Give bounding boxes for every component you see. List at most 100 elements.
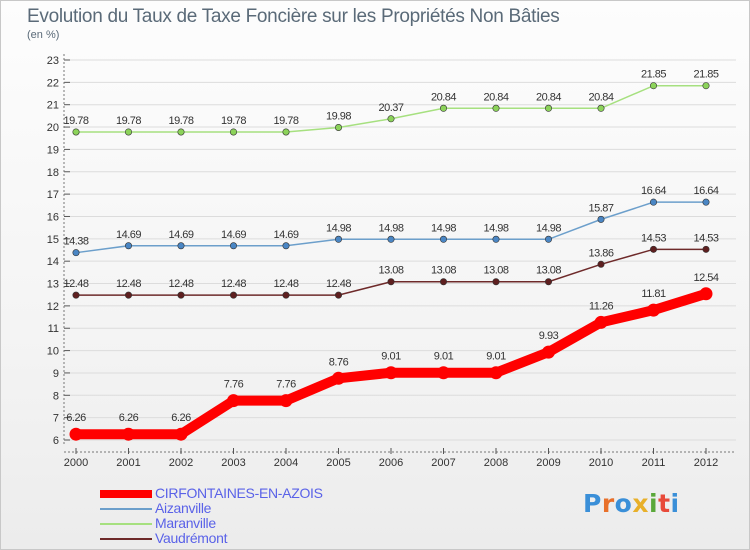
logo-letter: o: [614, 489, 633, 518]
legend-label-cirfontaines-en-azois: CIRFONTAINES-EN-AZOIS: [155, 485, 323, 501]
y-tick-label: 20: [47, 122, 59, 134]
data-label-vaudr-mont: 13.08: [378, 265, 403, 277]
y-tick-label: 23: [47, 55, 59, 67]
data-label-cirfontaines-en-azois: 9.93: [539, 330, 559, 342]
data-point-vaudr-mont: [597, 260, 605, 268]
data-label-aizanville: 14.38: [63, 236, 88, 248]
data-label-cirfontaines-en-azois: 7.76: [276, 379, 296, 391]
data-label-vaudr-mont: 13.08: [536, 265, 561, 277]
data-point-aizanville: [282, 242, 290, 250]
data-label-vaudr-mont: 13.08: [483, 265, 508, 277]
data-label-aizanville: 14.69: [168, 229, 193, 241]
data-label-vaudr-mont: 12.48: [63, 278, 88, 290]
data-point-aizanville: [439, 235, 447, 243]
data-point-aizanville: [387, 235, 395, 243]
data-label-maranville: 19.98: [326, 111, 351, 123]
y-tick-label: 9: [53, 368, 59, 380]
data-point-aizanville: [649, 198, 657, 206]
data-label-maranville: 20.37: [378, 102, 403, 114]
data-point-aizanville: [334, 235, 342, 243]
data-point-maranville: [282, 128, 290, 136]
data-label-vaudr-mont: 14.53: [641, 232, 666, 244]
data-point-vaudr-mont: [230, 291, 238, 299]
data-point-cirfontaines-en-azois: [384, 366, 398, 380]
y-tick-label: 22: [47, 77, 59, 89]
data-point-aizanville: [492, 235, 500, 243]
x-tick-label: 2003: [221, 457, 245, 469]
x-tick-label: 2010: [589, 457, 613, 469]
y-tick-label: 6: [53, 435, 59, 447]
x-tick-label: 2007: [431, 457, 455, 469]
data-point-maranville: [649, 82, 657, 90]
data-label-maranville: 19.78: [63, 115, 88, 127]
data-point-maranville: [439, 104, 447, 112]
data-point-vaudr-mont: [177, 291, 185, 299]
data-point-maranville: [387, 115, 395, 123]
y-tick-label: 14: [47, 256, 59, 268]
data-point-vaudr-mont: [282, 291, 290, 299]
data-point-aizanville: [544, 235, 552, 243]
data-point-maranville: [230, 128, 238, 136]
chart-title: Evolution du Taux de Taxe Foncière sur l…: [27, 6, 560, 27]
data-point-cirfontaines-en-azois: [594, 315, 608, 329]
data-point-cirfontaines-en-azois: [227, 394, 240, 408]
data-label-aizanville: 14.69: [273, 229, 298, 241]
data-label-vaudr-mont: 14.53: [693, 232, 718, 244]
y-tick-label: 19: [47, 144, 59, 156]
data-label-maranville: 20.84: [483, 91, 508, 103]
data-label-maranville: 21.85: [641, 69, 666, 81]
data-label-cirfontaines-en-azois: 7.76: [224, 379, 244, 391]
data-point-cirfontaines-en-azois: [542, 345, 555, 359]
logo-letter: t: [658, 489, 671, 518]
data-label-aizanville: 16.64: [693, 185, 718, 197]
data-label-vaudr-mont: 12.48: [273, 278, 298, 290]
legend-label-vaudr-mont: Vaudrémont: [155, 530, 228, 546]
data-label-maranville: 20.84: [536, 91, 561, 103]
data-point-cirfontaines-en-azois: [122, 427, 135, 441]
legend-swatch-vaudr-mont: [100, 538, 152, 540]
data-label-vaudr-mont: 13.86: [588, 247, 613, 259]
y-tick-label: 12: [47, 301, 59, 313]
x-tick-label: 2008: [484, 457, 508, 469]
x-tick-label: 2009: [536, 457, 560, 469]
legend-label-maranville: Maranville: [155, 515, 216, 531]
data-point-vaudr-mont: [702, 245, 710, 253]
data-label-cirfontaines-en-azois: 8.76: [329, 356, 349, 368]
data-point-maranville: [492, 104, 500, 112]
data-label-aizanville: 14.98: [536, 222, 561, 234]
data-point-cirfontaines-en-azois: [489, 366, 503, 380]
data-label-vaudr-mont: 12.48: [221, 278, 246, 290]
data-point-vaudr-mont: [649, 245, 657, 253]
x-tick-label: 2005: [326, 457, 350, 469]
data-point-vaudr-mont: [72, 291, 80, 299]
data-label-vaudr-mont: 13.08: [431, 265, 456, 277]
data-label-maranville: 19.78: [273, 115, 298, 127]
data-label-aizanville: 14.69: [221, 229, 246, 241]
data-label-cirfontaines-en-azois: 6.26: [171, 412, 191, 424]
data-point-cirfontaines-en-azois: [174, 427, 188, 441]
legend-swatch-maranville: [100, 523, 152, 525]
data-label-maranville: 20.84: [588, 91, 613, 103]
x-tick-label: 2002: [169, 457, 193, 469]
data-label-aizanville: 14.69: [116, 229, 141, 241]
data-label-maranville: 19.78: [116, 115, 141, 127]
data-label-cirfontaines-en-azois: 9.01: [434, 351, 454, 363]
x-tick-label: 2000: [64, 457, 88, 469]
data-point-maranville: [72, 128, 80, 136]
proxiti-logo: Proxiti: [583, 489, 680, 518]
data-point-aizanville: [72, 249, 80, 257]
data-label-cirfontaines-en-azois: 12.54: [693, 272, 718, 284]
data-point-aizanville: [177, 242, 185, 250]
data-point-maranville: [544, 104, 552, 112]
data-point-vaudr-mont: [492, 278, 500, 286]
x-tick-label: 2011: [642, 457, 666, 469]
data-label-cirfontaines-en-azois: 11.81: [641, 288, 666, 300]
data-label-aizanville: 16.64: [641, 185, 666, 197]
x-tick-label: 2012: [694, 457, 718, 469]
data-point-aizanville: [230, 242, 238, 250]
data-point-vaudr-mont: [387, 278, 395, 286]
data-label-cirfontaines-en-azois: 11.26: [589, 300, 614, 312]
data-label-aizanville: 14.98: [431, 222, 456, 234]
